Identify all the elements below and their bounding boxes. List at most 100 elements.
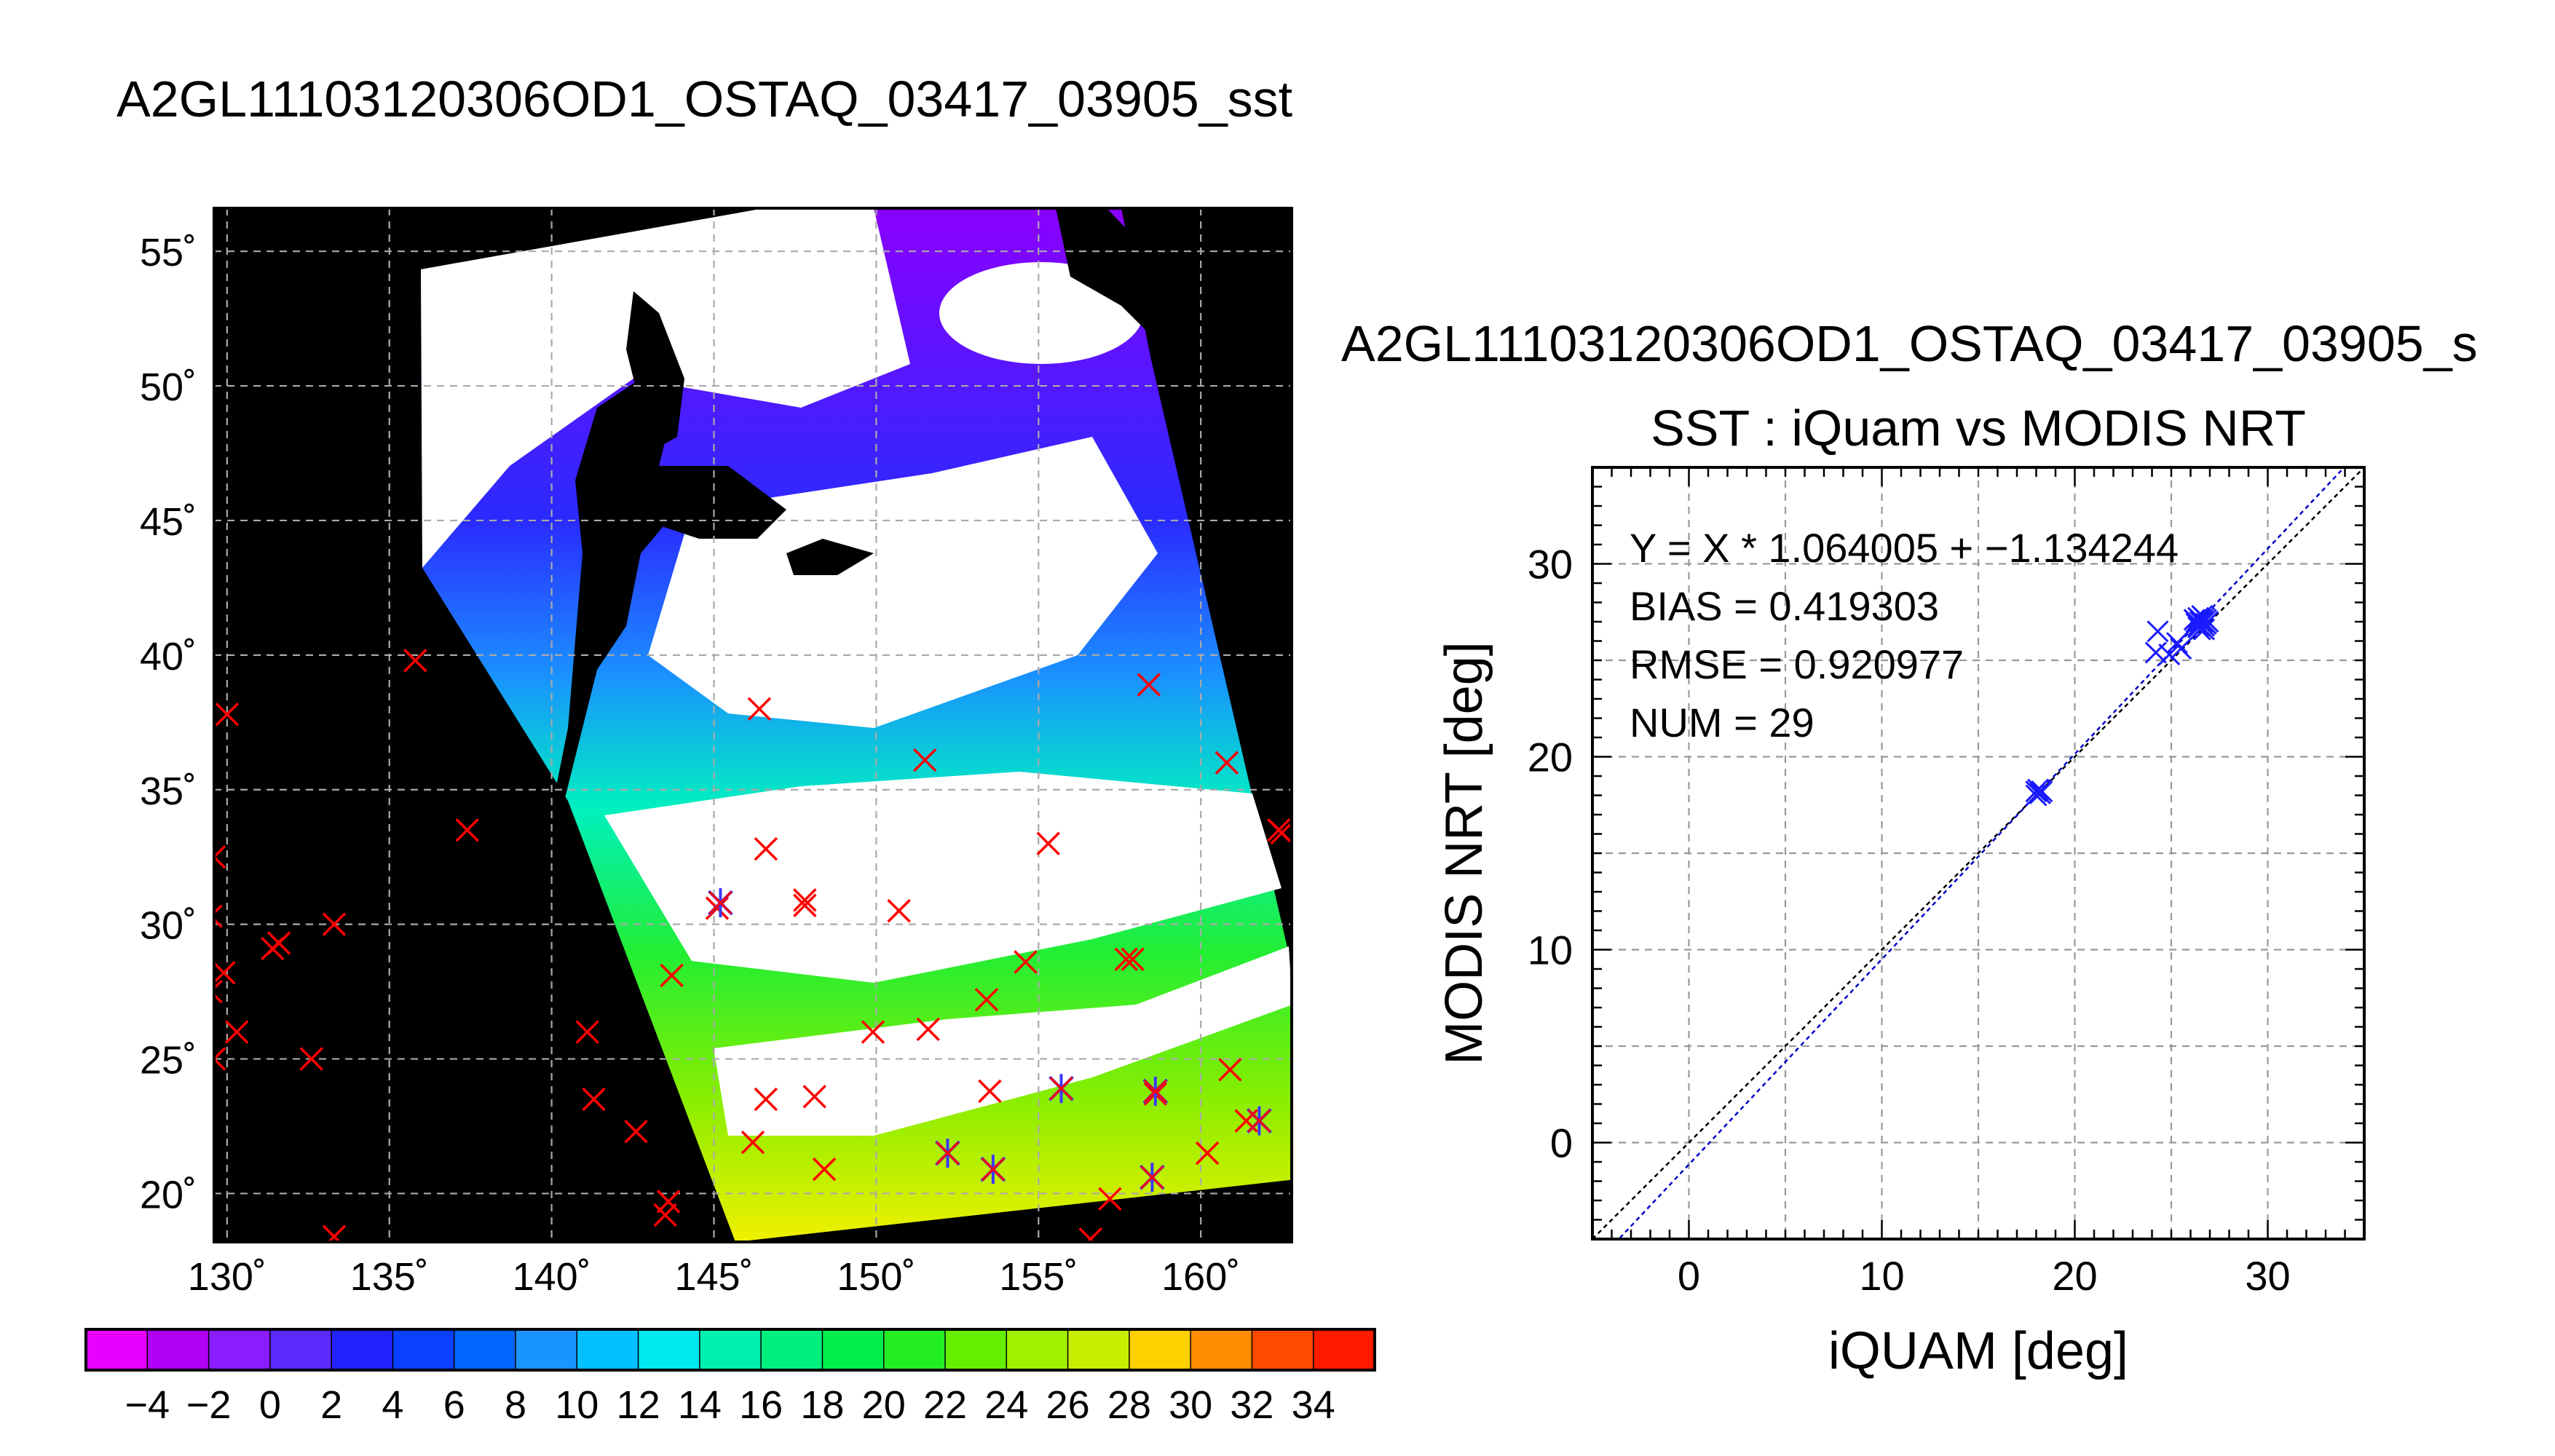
scatter-point — [2025, 780, 2047, 803]
colorbar-cell — [146, 1329, 210, 1371]
colorbar-cell — [1312, 1329, 1376, 1371]
iquam-marker — [214, 979, 223, 1004]
stat-rmse: RMSE = 0.920977 — [1630, 641, 1964, 687]
scatter-points — [2025, 604, 2219, 807]
scatter-point — [2165, 632, 2189, 654]
iquam-marker — [214, 844, 226, 869]
map-lon-label: 150˚ — [837, 1255, 915, 1299]
scatter-grid — [1592, 467, 2364, 1239]
iquam-marker — [660, 963, 684, 988]
colorbar-tick-label: 18 — [800, 1383, 844, 1427]
map-lat-labels: 55˚ 50˚ 45˚ 40˚ 35˚ 30˚ 25˚ 20˚ — [140, 231, 197, 1216]
colorbar-tick-label: 20 — [862, 1383, 906, 1427]
iquam-marker — [1121, 947, 1145, 971]
colorbar-cell — [208, 1329, 272, 1371]
stat-num: NUM = 29 — [1630, 700, 1814, 745]
map-markers — [214, 649, 1292, 1242]
x-tick-label: 20 — [2052, 1253, 2097, 1299]
colorbar: −4 −2 0 2 4 6 8 10 12 14 16 18 20 22 24 26 28 30 32 34 — [84, 1328, 1376, 1427]
x-tick-label: 30 — [2245, 1253, 2290, 1299]
iquam-marker — [214, 960, 236, 985]
iquam-marker — [455, 818, 479, 842]
map-lat-label: 55˚ — [140, 231, 197, 274]
colorbar-cell — [576, 1329, 639, 1371]
iquam-marker — [403, 649, 427, 673]
matchup-marker — [708, 888, 733, 918]
iquam-marker — [1195, 1141, 1220, 1166]
identity-line — [1592, 467, 2364, 1239]
fit-line — [1617, 467, 2346, 1239]
colorbar-tick-label: 0 — [259, 1383, 281, 1427]
map-lat-label: 45˚ — [140, 500, 197, 544]
map-lon-label: 160˚ — [1161, 1255, 1240, 1299]
colorbar-tick-label: 30 — [1169, 1383, 1212, 1427]
iquam-marker — [1270, 820, 1292, 845]
stat-bias: BIAS = 0.419303 — [1630, 583, 1939, 629]
scatter-point — [2031, 780, 2053, 803]
colorbar-cell — [1190, 1329, 1253, 1371]
scatter-tick-labels: 0 10 20 30 0 10 20 30 — [1528, 542, 2291, 1299]
iquam-marker — [913, 748, 937, 772]
iquam-marker — [1218, 1058, 1242, 1082]
colorbar-tick-label: 22 — [923, 1383, 967, 1427]
map-lon-label: 140˚ — [513, 1255, 591, 1299]
iquam-marker — [793, 888, 817, 912]
matchup-marker — [1049, 1074, 1074, 1104]
colorbar-cell — [944, 1329, 1008, 1371]
colorbar-cell — [637, 1329, 701, 1371]
iquam-marker — [754, 1087, 778, 1112]
colorbar-tick-label: 8 — [505, 1383, 526, 1427]
colorbar-cell — [760, 1329, 824, 1371]
colorbar-tick-label: 28 — [1107, 1383, 1151, 1427]
iquam-marker — [653, 1203, 677, 1227]
map-lat-label: 30˚ — [140, 904, 197, 948]
colorbar-tick-label: 14 — [678, 1383, 722, 1427]
iquam-marker — [978, 1079, 1002, 1104]
scatter-point — [2195, 609, 2217, 631]
scatter-point — [2183, 609, 2205, 631]
scatter-point — [2170, 638, 2192, 660]
iquam-marker — [741, 1130, 765, 1155]
iquam-marker — [656, 1190, 681, 1214]
iquam-marker — [1014, 950, 1038, 974]
map-lat-label: 50˚ — [140, 365, 197, 409]
scatter-point — [2189, 610, 2211, 633]
scatter-point — [2147, 620, 2169, 643]
iquam-marker — [747, 697, 772, 721]
stat-fit-equation: Y = X * 1.064005 + −1.134244 — [1630, 525, 2179, 571]
iquam-marker — [1114, 947, 1138, 971]
map-lon-label: 145˚ — [674, 1255, 753, 1299]
scatter-point — [2144, 641, 2167, 664]
colorbar-tick-label: 6 — [443, 1383, 465, 1427]
x-tick-label: 10 — [1859, 1253, 1904, 1299]
colorbar-tick-label: 32 — [1230, 1383, 1273, 1427]
fit-statistics: Y = X * 1.064005 + −1.134244 BIAS = 0.41… — [1630, 525, 2179, 745]
colorbar-tick-label: −4 — [125, 1383, 170, 1427]
map-lon-labels: 130˚ 135˚ 140˚ 145˚ 150˚ 155˚ 160˚ — [188, 1255, 1240, 1299]
colorbar-frame — [84, 1328, 1376, 1372]
colorbar-cell — [821, 1329, 885, 1371]
map-lat-label: 25˚ — [140, 1039, 197, 1083]
scatter-ticks — [1591, 466, 2366, 1241]
map-lat-label: 40˚ — [140, 635, 197, 678]
iquam-marker — [214, 904, 223, 928]
page-title: A2GL11103120306OD1_OSTAQ_03417_03905_sst — [117, 71, 1292, 127]
colorbar-cell — [85, 1329, 149, 1371]
colorbar-tick-label: 2 — [320, 1383, 342, 1427]
colorbar-tick-label: 10 — [555, 1383, 599, 1427]
iquam-marker — [793, 893, 817, 917]
colorbar-cell — [269, 1329, 333, 1371]
scatter-faded-title: A2GL11103120306OD1_OSTAQ_03417_03905_s — [1341, 315, 2478, 372]
colorbar-cell — [392, 1329, 456, 1371]
colorbar-cell — [453, 1329, 517, 1371]
y-tick-label: 10 — [1528, 927, 1573, 973]
iquam-marker — [1215, 751, 1239, 775]
y-axis-label: MODIS NRT [deg] — [1435, 641, 1493, 1065]
iquam-marker — [754, 836, 778, 861]
map-grid — [214, 208, 1292, 1242]
iquam-marker — [322, 912, 347, 936]
matchup-marker — [1142, 1076, 1169, 1106]
iquam-marker — [214, 1047, 226, 1071]
iquam-marker — [1078, 1227, 1102, 1242]
